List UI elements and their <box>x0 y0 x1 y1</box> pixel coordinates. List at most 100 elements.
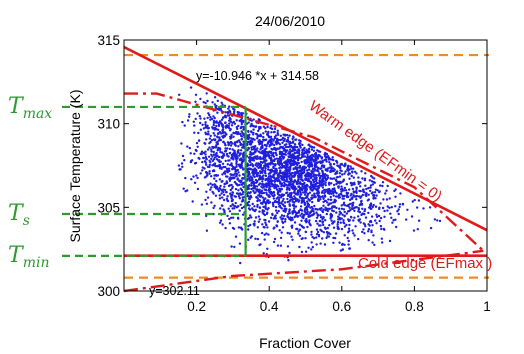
data-point <box>189 86 193 89</box>
data-point <box>247 171 250 174</box>
data-point <box>379 184 382 187</box>
data-point <box>207 155 211 158</box>
data-point <box>274 136 277 140</box>
data-point <box>307 213 310 216</box>
data-point <box>234 169 237 173</box>
data-point <box>227 184 231 188</box>
data-point <box>298 182 301 185</box>
y-axis-title: Surface Temperature (K) <box>67 89 83 242</box>
data-point <box>281 220 284 223</box>
data-point <box>369 189 372 193</box>
data-point <box>205 229 209 232</box>
data-point <box>271 142 274 145</box>
data-point <box>281 155 285 159</box>
data-point <box>212 119 216 123</box>
data-point <box>379 202 382 205</box>
data-point <box>213 185 216 189</box>
data-point <box>239 166 242 169</box>
data-point <box>215 104 218 108</box>
data-point <box>308 219 311 222</box>
data-point <box>233 108 236 111</box>
data-point <box>215 174 218 177</box>
data-point <box>317 170 320 173</box>
data-point <box>194 93 198 97</box>
data-point <box>271 194 274 197</box>
data-point <box>181 165 184 168</box>
data-point <box>319 198 322 201</box>
data-point <box>227 207 230 210</box>
data-point <box>211 183 214 187</box>
data-point <box>212 206 215 210</box>
data-point <box>241 146 244 149</box>
data-point <box>187 115 191 119</box>
data-point <box>247 134 250 138</box>
data-point <box>227 126 231 130</box>
data-point <box>316 230 320 234</box>
data-point <box>318 150 322 153</box>
data-point <box>357 218 360 222</box>
data-point <box>410 215 414 218</box>
data-point <box>279 169 282 172</box>
data-point <box>249 150 252 154</box>
data-point <box>319 208 322 211</box>
data-point <box>380 227 383 231</box>
data-point <box>291 224 294 227</box>
data-point <box>302 191 305 194</box>
data-point <box>258 157 261 160</box>
data-point <box>224 150 227 153</box>
data-point <box>193 124 196 127</box>
data-point <box>261 180 264 183</box>
data-point <box>183 159 186 162</box>
data-point <box>330 192 333 195</box>
data-point <box>333 187 336 190</box>
data-point <box>394 218 397 221</box>
data-point <box>326 176 330 179</box>
data-point <box>303 208 307 211</box>
data-point <box>242 190 245 194</box>
data-point <box>288 210 291 213</box>
data-point <box>264 183 267 186</box>
data-point <box>350 174 353 178</box>
data-point <box>241 112 245 115</box>
data-point <box>268 145 271 148</box>
data-point <box>212 146 215 150</box>
data-point <box>367 223 370 226</box>
data-point <box>299 175 302 178</box>
data-point <box>310 233 313 236</box>
data-point <box>237 163 241 166</box>
data-point <box>338 213 341 216</box>
data-point <box>366 199 369 202</box>
data-point <box>221 223 224 226</box>
data-point <box>398 203 402 206</box>
data-point <box>272 165 275 168</box>
data-point <box>326 209 329 213</box>
data-point <box>208 172 211 175</box>
data-point <box>333 205 336 208</box>
data-point <box>247 174 250 178</box>
data-point <box>353 234 356 237</box>
data-point <box>283 181 286 184</box>
data-point <box>230 173 233 177</box>
data-point <box>314 219 318 223</box>
data-point <box>241 176 244 180</box>
data-point <box>289 148 292 151</box>
data-point <box>277 138 280 142</box>
data-point <box>207 133 210 136</box>
data-point <box>392 219 395 222</box>
data-point <box>221 173 224 176</box>
data-point <box>324 178 328 182</box>
data-point <box>348 206 351 209</box>
data-point <box>350 167 353 170</box>
data-point <box>262 205 265 209</box>
data-point <box>288 144 292 148</box>
data-point <box>305 183 309 187</box>
data-point <box>238 209 241 212</box>
data-point <box>411 200 414 203</box>
data-point <box>218 197 222 200</box>
data-point <box>343 222 346 225</box>
data-point <box>184 176 187 180</box>
data-point <box>288 177 292 180</box>
data-point <box>367 239 370 242</box>
data-point <box>380 237 383 240</box>
data-point <box>310 241 313 244</box>
